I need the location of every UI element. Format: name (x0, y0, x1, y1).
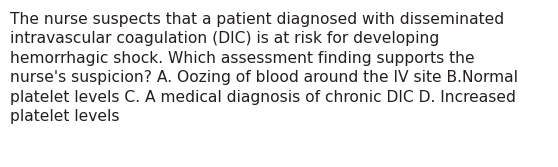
Text: The nurse suspects that a patient diagnosed with disseminated
intravascular coag: The nurse suspects that a patient diagno… (10, 12, 518, 124)
